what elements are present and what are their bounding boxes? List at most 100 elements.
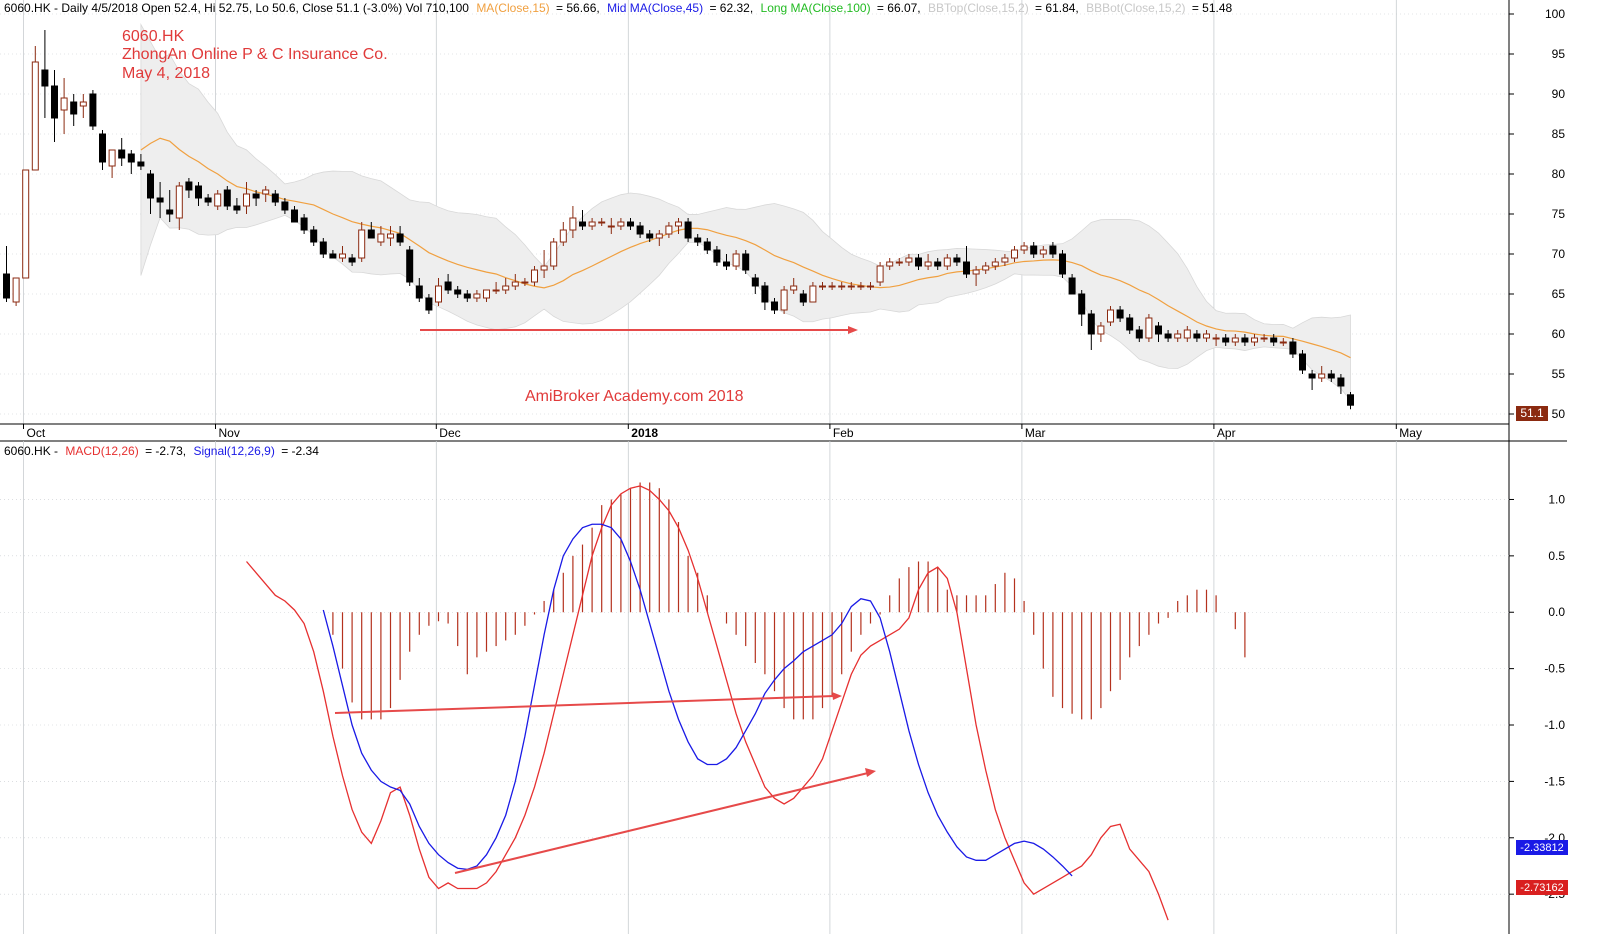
- candle-body: [1347, 394, 1354, 406]
- candle-body: [262, 189, 270, 195]
- candle-body: [972, 269, 980, 275]
- candle-body: [1251, 337, 1258, 343]
- candle-body: [22, 169, 30, 279]
- macd-tick-label: 0.5: [1548, 549, 1565, 563]
- macd-header: 6060.HK - MACD(12,26) = -2.73, Signal(12…: [4, 444, 319, 458]
- candle-body: [223, 189, 231, 207]
- candle-body: [655, 233, 663, 239]
- bollinger-band: [140, 22, 1351, 402]
- candle-body: [1327, 373, 1335, 379]
- candle-body: [761, 285, 769, 303]
- price-tick-label: 80: [1552, 167, 1566, 181]
- candle-body: [867, 285, 874, 288]
- candle-body: [1260, 337, 1268, 340]
- candle-body: [137, 161, 145, 167]
- x-tick-label: May: [1399, 426, 1422, 440]
- candle-body: [444, 281, 452, 291]
- candle-body: [1279, 341, 1287, 344]
- candle-body: [127, 153, 135, 163]
- candle-body: [915, 257, 922, 267]
- candle-body: [1068, 277, 1076, 295]
- price-y-axis: 50 55 60 65 70 75 80 85 90 95 100: [1509, 7, 1565, 421]
- candle-body: [463, 293, 471, 299]
- candle-body: [358, 229, 366, 259]
- macd-tick-label: -1.0: [1544, 718, 1565, 732]
- candle-body: [569, 217, 577, 231]
- candle-body: [876, 265, 884, 283]
- candle-body: [367, 229, 375, 239]
- candle-body: [12, 277, 20, 303]
- candle-body: [1107, 309, 1114, 323]
- candle-body: [1308, 373, 1316, 379]
- candle-body: [703, 241, 711, 251]
- candle-body: [540, 265, 548, 271]
- candle-body: [963, 261, 970, 275]
- macd-line: [246, 485, 1169, 921]
- candle-body: [636, 225, 644, 235]
- candle-body: [799, 293, 807, 303]
- candle-body: [175, 185, 183, 219]
- macd-tick-label: -1.5: [1544, 774, 1565, 788]
- candle-body: [847, 285, 855, 288]
- candle-body: [732, 253, 740, 267]
- candle-body: [99, 133, 106, 163]
- candles: [3, 30, 1354, 410]
- annotation-company: ZhongAn Online P & C Insurance Co.: [122, 46, 388, 63]
- candle-body: [1126, 317, 1134, 331]
- candle-body: [1231, 337, 1239, 343]
- candle-body: [147, 173, 154, 199]
- price-tick-label: 65: [1552, 287, 1566, 301]
- candle-body: [1059, 253, 1066, 275]
- macd-pane: -2.5-2.0-1.5-1.0-0.50.00.51.0 6060.HK - …: [0, 441, 1568, 934]
- candle-body: [924, 261, 932, 267]
- candle-body: [809, 285, 817, 303]
- candle-body: [243, 193, 250, 207]
- candle-body: [89, 93, 97, 127]
- candle-body: [118, 149, 126, 159]
- price-tick-label: 90: [1552, 87, 1566, 101]
- candle-body: [1078, 293, 1086, 315]
- candle-body: [1116, 309, 1124, 319]
- candle-body: [108, 149, 116, 167]
- candle-body: [406, 249, 414, 283]
- macd-histogram: [332, 482, 1246, 720]
- price-tick-label: 95: [1552, 47, 1566, 61]
- candle-body: [521, 281, 529, 284]
- candle-body: [1145, 317, 1153, 339]
- candle-body: [531, 269, 538, 283]
- price-tick-label: 100: [1545, 7, 1565, 21]
- macd-tick-label: 0.0: [1548, 605, 1565, 619]
- candle-body: [991, 261, 999, 267]
- divergence-arrow-lower: [454, 768, 876, 874]
- candle-body: [387, 233, 394, 239]
- candle-body: [310, 229, 318, 243]
- candle-body: [1203, 333, 1210, 339]
- x-tick-label: Dec: [439, 426, 460, 440]
- candle-body: [934, 261, 942, 267]
- candle-body: [694, 237, 702, 243]
- annotation-date: May 4, 2018: [122, 65, 210, 82]
- candle-body: [953, 257, 961, 263]
- candle-body: [70, 101, 78, 115]
- signal-line: [322, 523, 1073, 877]
- candle-body: [156, 197, 164, 203]
- candle-body: [607, 225, 615, 228]
- candle-body: [1270, 337, 1278, 343]
- x-tick-label: Nov: [219, 426, 240, 440]
- price-pane: 50 55 60 65 70 75 80 85 90 95 100 Oct Nov Dec 2018 Feb…: [0, 0, 1565, 440]
- candle-body: [1087, 313, 1095, 335]
- candle-body: [1222, 337, 1230, 343]
- price-header: 6060.HK - Daily 4/5/2018 Open 52.4, Hi 5…: [4, 1, 1233, 15]
- candle-body: [1193, 333, 1201, 339]
- price-x-axis: Oct Nov Dec 2018 Feb Mar Apr May: [23, 424, 1422, 440]
- candle-body: [1097, 325, 1105, 335]
- macd-y-axis: -2.5-2.0-1.5-1.0-0.50.00.51.0: [1509, 492, 1565, 901]
- candle-body: [1183, 329, 1191, 339]
- candle-body: [329, 253, 337, 259]
- candle-body: [60, 97, 68, 111]
- price-badge: 51.1: [1516, 406, 1548, 421]
- x-tick-label: Feb: [833, 426, 854, 440]
- candle-body: [1001, 257, 1009, 263]
- macd-badge: -2.73162: [1516, 880, 1568, 895]
